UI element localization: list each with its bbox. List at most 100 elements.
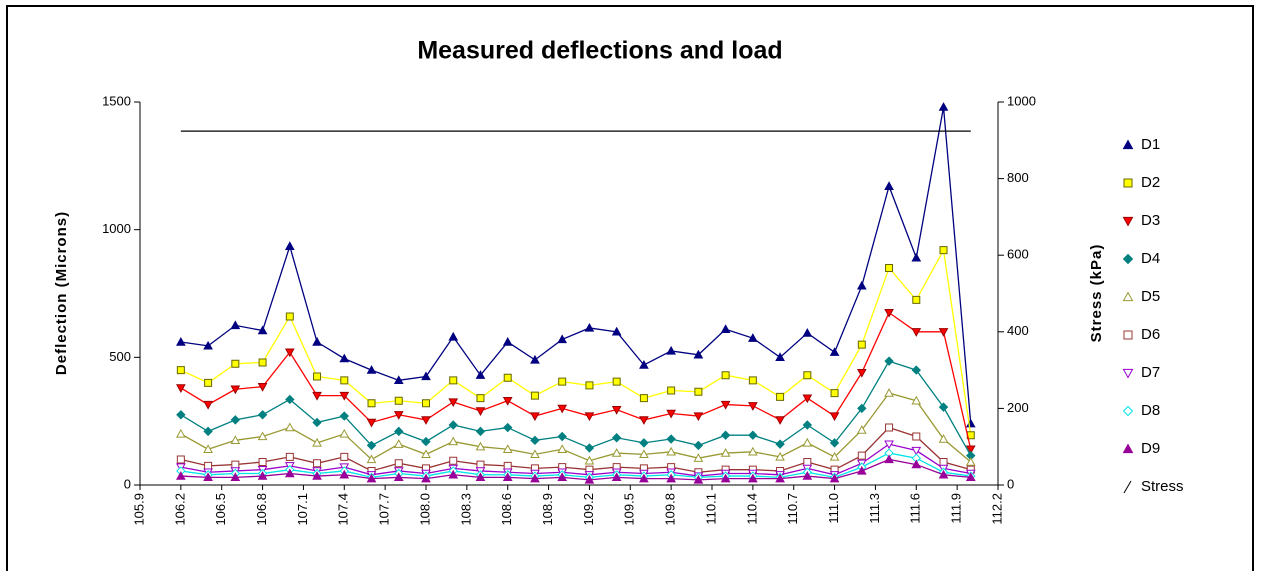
data-point: [829, 412, 840, 422]
data-point: [965, 445, 976, 455]
data-point: [720, 473, 731, 483]
data-point: [856, 280, 867, 290]
data-point: [693, 474, 704, 484]
data-point: [584, 322, 595, 332]
data-point: [611, 326, 622, 336]
data-point: [884, 181, 894, 190]
data-point: [231, 460, 240, 469]
data-point: [912, 295, 921, 304]
data-point: [230, 472, 241, 482]
data-point: [557, 404, 568, 414]
data-point: [829, 473, 840, 483]
data-point: [938, 102, 949, 111]
data-point: [856, 465, 867, 475]
y2-tick-label: 800: [1007, 170, 1029, 185]
legend-label: D7: [1141, 364, 1160, 381]
data-point: [448, 331, 459, 341]
x-tick-label: 108.9: [540, 493, 555, 526]
data-point: [449, 456, 458, 465]
data-point: [557, 472, 568, 482]
data-point: [203, 444, 213, 453]
data-point: [421, 416, 431, 425]
series-line: [180, 392, 972, 463]
x-tick-label: 112.2: [989, 493, 1004, 525]
legend-marker: [1122, 291, 1134, 302]
data-point: [367, 399, 376, 408]
data-point: [313, 372, 322, 381]
legend-label: D2: [1141, 174, 1160, 191]
data-point: [393, 439, 404, 448]
data-point: [204, 378, 213, 387]
legend-label: D8: [1141, 402, 1160, 419]
x-tick-label: 111.0: [826, 493, 841, 524]
x-tick-label: 108.6: [499, 493, 514, 526]
data-point: [393, 411, 404, 420]
data-point: [666, 434, 676, 444]
data-point: [612, 377, 621, 386]
data-point: [776, 392, 785, 401]
legend-label: D9: [1141, 440, 1160, 457]
data-point: [448, 436, 459, 446]
data-point: [584, 412, 595, 422]
data-point: [312, 391, 322, 401]
data-point: [502, 444, 513, 453]
y-tick-label: 1000: [102, 221, 131, 236]
data-point: [312, 437, 322, 447]
data-point: [748, 446, 758, 456]
data-point: [557, 334, 568, 344]
data-point: [475, 472, 486, 482]
data-point: [284, 348, 295, 358]
data-point: [611, 472, 622, 482]
data-point: [393, 375, 404, 385]
y-tick-label: 1500: [102, 93, 131, 108]
frame: [6, 5, 1254, 571]
data-point: [857, 340, 866, 349]
x-tick-label: 106.5: [213, 493, 228, 526]
data-point: [312, 471, 322, 480]
x-tick-label: 105.9: [131, 493, 146, 526]
legend-marker: [1122, 443, 1134, 454]
x-tick-label: 108.0: [417, 493, 432, 526]
data-point: [176, 410, 186, 420]
x-tick-label: 107.1: [295, 493, 310, 526]
data-point: [203, 340, 213, 350]
legend-label: D4: [1141, 250, 1160, 267]
y-tick-label: 500: [109, 349, 131, 364]
data-point: [312, 417, 322, 428]
data-point: [475, 441, 486, 451]
data-point: [448, 469, 459, 479]
legend-marker: [1123, 330, 1133, 340]
data-point: [584, 443, 595, 453]
legend-marker: [1123, 480, 1132, 494]
data-point: [448, 398, 459, 408]
data-point: [666, 446, 676, 456]
legend-label: D3: [1141, 212, 1160, 229]
data-point: [285, 312, 294, 321]
data-point: [748, 402, 758, 411]
data-point: [775, 439, 785, 449]
y2-tick-label: 0: [1007, 476, 1014, 491]
y2-tick-label: 600: [1007, 247, 1029, 262]
data-point: [803, 458, 812, 467]
data-point: [720, 448, 731, 457]
data-point: [884, 454, 894, 464]
data-point: [639, 449, 649, 459]
data-point: [530, 449, 540, 459]
data-point: [421, 436, 431, 447]
data-point: [802, 328, 813, 337]
series-line: [180, 248, 972, 436]
data-point: [421, 449, 431, 459]
series-line: [180, 106, 972, 424]
data-point: [176, 428, 186, 438]
data-point: [911, 328, 922, 337]
data-point: [502, 397, 513, 406]
data-point: [667, 386, 676, 395]
data-point: [340, 376, 349, 385]
data-point: [911, 395, 922, 405]
data-point: [502, 336, 513, 346]
data-point: [885, 263, 894, 272]
x-tick-label: 108.3: [458, 493, 473, 526]
data-point: [258, 358, 267, 367]
data-point: [775, 352, 785, 362]
data-point: [476, 460, 485, 469]
